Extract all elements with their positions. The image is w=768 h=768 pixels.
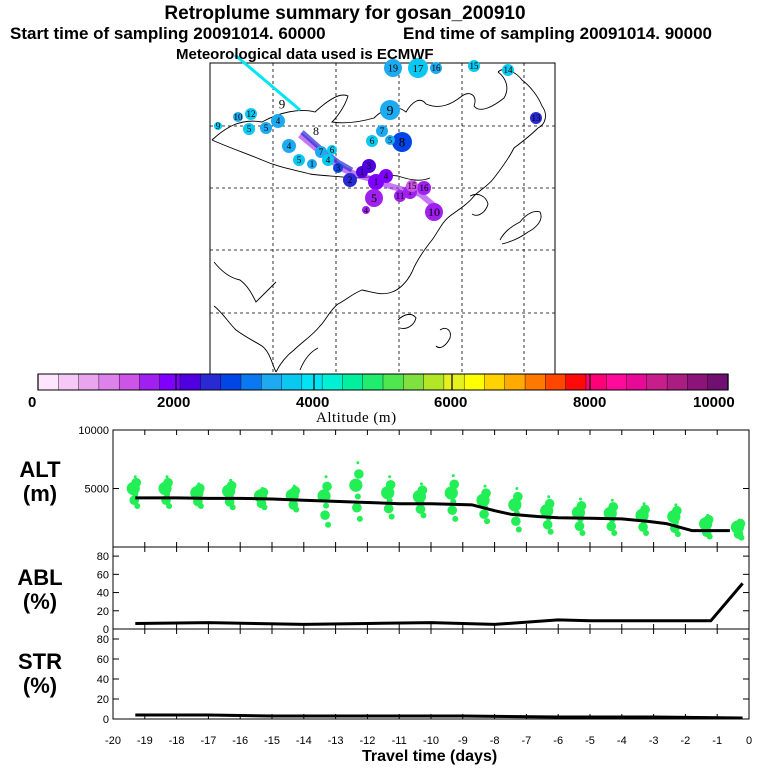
colorbar-tick-label: 8000 xyxy=(573,394,607,411)
plume-trajectory-segment xyxy=(234,53,301,112)
plume-point-label: 9 xyxy=(387,104,394,119)
plume-point-marker xyxy=(366,135,378,147)
plume-point-label: 15 xyxy=(408,181,418,191)
colorbar-tick-label: 10000 xyxy=(693,394,735,411)
plume-point-label: 9 xyxy=(279,97,286,112)
plume-point-marker xyxy=(271,114,285,128)
colorbar-tick-label: 0 xyxy=(28,394,37,411)
plume-point-label: 11 xyxy=(396,191,405,201)
colorbar-axis-label: Altitude (m) xyxy=(316,410,397,426)
x-axis-title: Travel time (days) xyxy=(362,748,498,765)
plume-point-marker xyxy=(380,100,400,120)
plume-point-label: 3 xyxy=(367,161,372,171)
colorbar-tick-label: 4000 xyxy=(296,394,330,411)
plume-point-label: 10 xyxy=(234,112,244,122)
plume-point-label: 12 xyxy=(247,109,256,119)
abl-panel-label: ABL xyxy=(17,565,63,590)
plume-point-label: 7 xyxy=(380,126,385,136)
plume-point-label: 3 xyxy=(336,163,341,173)
plume-point-marker xyxy=(530,112,542,124)
plume-point-label: 16 xyxy=(420,183,430,193)
plume-point-label: 8 xyxy=(399,135,406,150)
plume-point-label: 5 xyxy=(371,191,377,205)
plume-point-marker xyxy=(282,139,296,153)
plume-point-label: 4 xyxy=(287,141,292,151)
plume-point-marker xyxy=(430,62,442,74)
plume-point-label: 2 xyxy=(348,175,353,185)
plume-point-label: 1 xyxy=(360,167,365,177)
plume-point-marker xyxy=(379,169,393,183)
plume-point-label: 6 xyxy=(370,136,375,146)
alt-panel-unit: (m) xyxy=(22,481,58,506)
plume-point-marker xyxy=(502,64,514,76)
abl-panel-unit: (%) xyxy=(22,589,58,614)
plume-point-marker xyxy=(376,125,388,137)
plume-point-marker xyxy=(233,112,243,122)
plume-point-label: 5 xyxy=(388,136,392,145)
plume-point-marker xyxy=(293,154,305,166)
plume-point-label: 10 xyxy=(428,205,440,219)
plume-point-label: 5 xyxy=(247,124,252,134)
plume-point-label: 4 xyxy=(326,155,331,165)
plume-point-marker xyxy=(322,154,334,166)
plume-point-label: 1 xyxy=(374,177,379,187)
plume-point-label: 15 xyxy=(470,61,480,71)
plume-point-marker xyxy=(333,163,343,173)
plume-point-label: 5 xyxy=(264,123,269,133)
met-data-label: Meteorological data used is ECMWF xyxy=(176,46,434,63)
plume-point-label: 9 xyxy=(216,121,221,131)
plume-point-marker xyxy=(315,146,327,158)
colorbar-tick-label: 6000 xyxy=(434,394,468,411)
plume-point-marker xyxy=(327,145,337,155)
plume-point-marker xyxy=(425,203,443,221)
plume-point-label: 7 xyxy=(319,147,324,157)
plume-point-label: 16 xyxy=(432,63,442,73)
plume-point-marker xyxy=(392,132,412,152)
plume-point-marker xyxy=(406,180,418,192)
plume-point-marker xyxy=(362,159,376,173)
end-time-label: End time of sampling 20091014. 90000 xyxy=(403,24,712,43)
plume-point-marker xyxy=(362,206,370,214)
plume-point-label: 8 xyxy=(313,124,319,138)
plume-point-marker xyxy=(394,190,406,202)
plume-point-marker xyxy=(243,123,255,135)
plume-point-marker xyxy=(365,189,383,207)
plume-point-marker xyxy=(343,173,357,187)
plume-point-label: 14 xyxy=(504,65,514,75)
plume-point-label: 6 xyxy=(330,145,335,155)
map-gridlines xyxy=(210,63,555,375)
plume-point-label: 19 xyxy=(388,64,398,75)
plume-point-label: 5 xyxy=(297,155,302,165)
plume-point-marker xyxy=(385,135,395,145)
plume-point-label: 1 xyxy=(310,159,315,169)
plume-point-marker xyxy=(417,181,431,195)
plume-point-marker xyxy=(384,59,402,77)
plume-point-label: 13 xyxy=(532,113,542,123)
plume-point-label: 4 xyxy=(276,116,281,126)
plume-point-label: 4 xyxy=(364,206,368,215)
colorbar-tick-label: 2000 xyxy=(157,394,191,411)
start-time-label: Start time of sampling 20091014. 60000 xyxy=(10,24,326,43)
plume-point-marker xyxy=(408,58,428,78)
str-panel-label: STR xyxy=(18,649,62,674)
plume-point-marker xyxy=(307,159,317,169)
plume-point-label: 17 xyxy=(413,63,425,75)
plume-point-marker xyxy=(468,60,480,72)
chart-title: Retroplume summary for gosan_200910 xyxy=(164,3,526,24)
alt-panel-label: ALT xyxy=(19,457,61,482)
plume-point-label: 4 xyxy=(384,171,389,181)
plume-point-marker xyxy=(245,108,257,120)
plume-point-label: 1 xyxy=(408,187,413,197)
plume-point-marker xyxy=(214,122,222,130)
str-panel-unit: (%) xyxy=(22,673,58,698)
plume-point-marker xyxy=(260,122,272,134)
